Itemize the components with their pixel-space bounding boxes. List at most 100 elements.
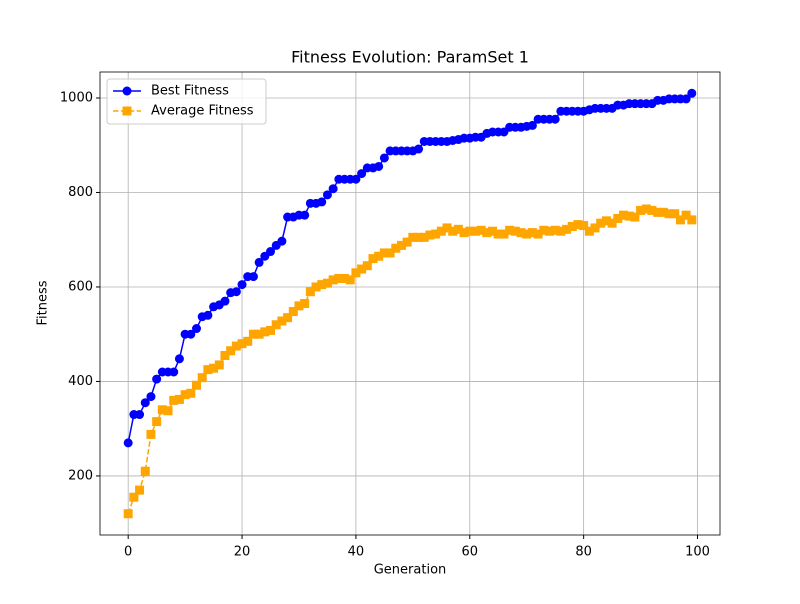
- marker: [123, 509, 133, 519]
- marker: [482, 228, 492, 238]
- marker: [174, 354, 184, 364]
- marker: [300, 210, 310, 220]
- marker: [209, 363, 219, 373]
- marker: [584, 226, 594, 236]
- marker: [431, 229, 441, 239]
- marker: [414, 232, 424, 242]
- marker: [186, 388, 196, 398]
- x-tick-label: 20: [234, 545, 251, 560]
- y-tick-label: 600: [68, 279, 93, 294]
- marker: [169, 367, 179, 377]
- marker: [448, 226, 458, 236]
- marker: [294, 301, 304, 311]
- marker: [140, 398, 150, 408]
- marker: [670, 209, 680, 219]
- marker: [169, 395, 179, 405]
- marker: [180, 390, 190, 400]
- marker: [237, 339, 247, 349]
- marker: [203, 365, 213, 375]
- marker: [340, 273, 350, 283]
- marker: [328, 184, 338, 194]
- marker: [374, 161, 384, 171]
- x-tick-label: 60: [462, 545, 479, 560]
- marker: [488, 226, 498, 236]
- marker: [146, 429, 156, 439]
- marker: [248, 329, 258, 339]
- x-tick-label: 40: [348, 545, 365, 560]
- marker: [613, 213, 623, 223]
- marker: [499, 229, 509, 239]
- marker: [351, 174, 361, 184]
- marker: [152, 417, 162, 427]
- marker: [357, 169, 367, 179]
- y-tick-label: 800: [68, 185, 93, 200]
- marker: [220, 296, 230, 306]
- marker: [414, 144, 424, 154]
- x-tick-label: 0: [124, 545, 132, 560]
- marker: [476, 225, 486, 235]
- marker: [539, 225, 549, 235]
- marker: [157, 405, 167, 415]
- marker: [379, 153, 389, 163]
- marker: [283, 313, 293, 323]
- x-tick-label: 100: [685, 545, 710, 560]
- marker: [231, 287, 241, 297]
- marker: [442, 223, 452, 233]
- marker: [140, 466, 150, 476]
- legend-label: Average Fitness: [151, 104, 254, 119]
- marker: [573, 220, 583, 230]
- y-axis-label: Fitness: [36, 280, 51, 325]
- marker: [385, 248, 395, 258]
- marker: [470, 226, 480, 236]
- marker: [601, 216, 611, 226]
- marker: [544, 226, 554, 236]
- marker: [396, 240, 406, 250]
- marker: [607, 218, 617, 228]
- marker: [567, 221, 577, 231]
- marker: [465, 226, 475, 236]
- marker: [357, 264, 367, 274]
- x-axis-label: Generation: [374, 563, 447, 578]
- marker: [135, 410, 145, 420]
- marker: [226, 346, 236, 356]
- marker: [618, 210, 628, 220]
- marker: [203, 310, 213, 320]
- marker: [122, 86, 132, 96]
- marker: [197, 373, 207, 383]
- marker: [311, 282, 321, 292]
- marker: [351, 268, 361, 278]
- marker: [550, 114, 560, 124]
- marker: [277, 316, 287, 326]
- marker: [641, 204, 651, 214]
- marker: [135, 485, 145, 495]
- marker: [192, 324, 202, 334]
- marker: [266, 247, 276, 257]
- marker: [379, 248, 389, 258]
- marker: [459, 228, 469, 238]
- marker: [146, 392, 156, 402]
- marker: [237, 280, 247, 290]
- marker: [596, 218, 606, 228]
- marker: [436, 226, 446, 236]
- marker: [317, 197, 327, 207]
- marker: [123, 438, 133, 448]
- marker: [630, 212, 640, 222]
- marker: [522, 229, 532, 239]
- marker: [266, 325, 276, 335]
- marker: [687, 88, 697, 98]
- marker: [664, 209, 674, 219]
- marker: [590, 223, 600, 233]
- marker: [192, 380, 202, 390]
- marker: [163, 406, 173, 416]
- marker: [681, 210, 691, 220]
- marker: [322, 190, 332, 200]
- marker: [186, 329, 196, 339]
- marker: [300, 299, 310, 308]
- marker: [408, 232, 418, 242]
- marker: [317, 280, 327, 290]
- marker: [214, 360, 224, 370]
- marker: [681, 94, 691, 104]
- axes-frame: [99, 71, 721, 536]
- marker: [647, 205, 657, 215]
- marker: [248, 272, 258, 282]
